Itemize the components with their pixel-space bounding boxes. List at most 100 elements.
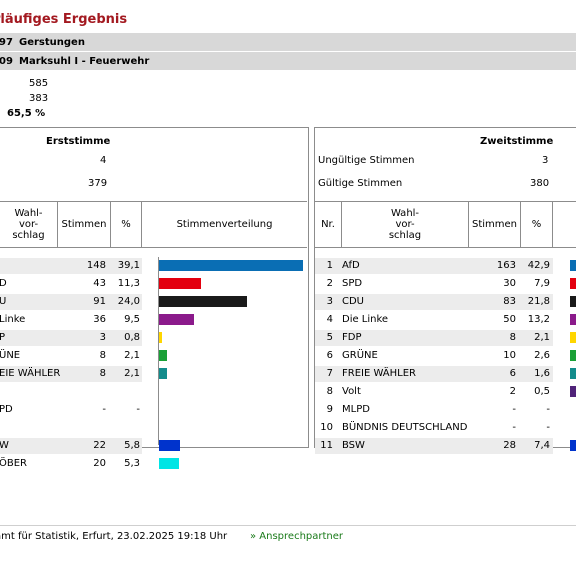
erst-vote-bar [159,332,162,343]
erst-col-distribution: Stimmenverteilung [176,219,273,230]
erst-votes: 43 [93,278,106,289]
zweit-votes: 163 [496,260,516,271]
zweit-party-name: FREIE WÄHLER [342,368,417,379]
zweit-party-name: GRÜNE [342,350,378,361]
zweit-vote-bar [570,278,576,289]
zweit-vote-bar [570,296,576,307]
zweit-nr: 11 [320,440,333,451]
zweit-vote-bar [570,332,576,343]
contact-link[interactable]: » Ansprechpartner [250,531,344,542]
stat-value-1: 585 [29,78,49,89]
erst-table-row: ÜNE 8 2,1 [0,348,307,364]
erst-percent: 11,3 [117,278,140,289]
erst-percent: 39,1 [117,260,140,271]
zweit-nr: 9 [326,404,333,415]
erst-vote-bar [159,458,179,469]
erst-votes: - [102,404,106,415]
zweit-table-row: 6 GRÜNE 10 2,6 [315,348,553,364]
erst-header-bottom-rule [0,247,307,248]
zweit-percent: 42,9 [527,260,550,271]
zweit-party-name: FDP [342,332,362,343]
zweit-party-name: AfD [342,260,360,271]
zweit-vote-bar [570,260,576,271]
zweit-percent: 7,9 [534,278,550,289]
zweit-table-row: 9 MLPD - - [315,402,553,418]
zweit-header-bottom-rule [315,247,576,248]
erst-percent: 24,0 [117,296,140,307]
erst-votes: 148 [86,260,106,271]
stat-value-2: 383 [29,93,49,104]
zweit-percent: 2,6 [534,350,550,361]
zweit-votes: 83 [503,296,516,307]
zweit-header-top-rule [315,201,576,202]
zweit-valid-label: Gültige Stimmen [318,178,403,189]
erst-col-divider [110,201,111,248]
erst-percent: - [136,404,140,415]
zweit-invalid-value: 3 [542,155,549,166]
erst-votes: 8 [99,350,106,361]
erst-table-row: Linke 36 9,5 [0,312,307,328]
footer-divider [0,525,576,526]
zweit-table-row: 1 AfD 163 42,9 [315,258,553,274]
erst-vote-bar [159,278,201,289]
erst-table-row: W 22 5,8 [0,438,142,454]
erst-percent: 2,1 [124,368,140,379]
footer-source: amt für Statistik, Erfurt, 23.02.2025 19… [0,531,228,542]
zweit-table-row: 7 FREIE WÄHLER 6 1,6 [315,366,553,382]
zweit-col-pct: % [531,219,542,230]
erst-col-divider [141,201,142,248]
erst-party-name: U [0,296,7,307]
erst-table-row: P 3 0,8 [0,330,142,346]
zweit-percent: 0,5 [534,386,550,397]
zweit-col-divider [468,201,469,248]
zweitstimme-heading: Zweitstimme [480,136,554,147]
zweit-table-row: 8 Volt 2 0,5 [315,384,553,400]
erst-vote-bar [159,440,180,451]
erst-votes: 36 [93,314,106,325]
zweit-table-row: 4 Die Linke 50 13,2 [315,312,553,328]
erst-percent: 9,5 [124,314,140,325]
erst-col-wahlvorschlag: Wahl- vor- schlag [12,208,45,241]
zweit-nr: 5 [326,332,333,343]
zweit-percent: 7,4 [534,440,550,451]
erst-party-name: ÜNE [0,350,21,361]
zweit-nr: 6 [326,350,333,361]
erst-table-row: D 43 11,3 [0,276,307,292]
erst-col-stimmen: Stimmen [61,219,107,230]
zweit-percent: - [546,422,550,433]
zweit-nr: 1 [326,260,333,271]
district-band [0,52,576,70]
erst-percent: 5,8 [124,440,140,451]
erststimme-heading: Erststimme [46,136,111,147]
zweit-votes: 50 [503,314,516,325]
zweit-votes: 30 [503,278,516,289]
zweit-nr: 3 [326,296,333,307]
zweit-vote-bar [570,386,576,397]
erst-vote-bar [159,368,167,379]
erst-col-divider [57,201,58,248]
erst-table-row: PD - - [0,402,307,418]
zweit-party-name: CDU [342,296,365,307]
zweit-percent: 21,8 [527,296,550,307]
zweit-table-row: 10 BÜNDNIS DEUTSCHLAND - - [315,420,553,436]
erst-vote-bar [159,350,167,361]
zweit-nr: 10 [320,422,333,433]
zweitstimme-panel [314,127,576,448]
erst-party-name: W [0,440,9,451]
zweit-col-stimmen: Stimmen [471,219,518,230]
erst-invalid-value: 4 [100,155,107,166]
zweit-invalid-label: Ungültige Stimmen [318,155,415,166]
zweit-table-row: 2 SPD 30 7,9 [315,276,553,292]
zweit-nr: 2 [326,278,333,289]
zweit-percent: - [546,404,550,415]
zweit-col-nr: Nr. [321,219,335,230]
zweit-party-name: Die Linke [342,314,389,325]
zweit-party-name: MLPD [342,404,370,415]
zweit-vote-bar [570,440,576,451]
erst-party-name: EIE WÄHLER [0,368,61,379]
zweit-votes: - [512,404,516,415]
zweit-vote-bar [570,368,576,379]
zweit-percent: 13,2 [527,314,550,325]
zweit-table-row: 11 BSW 28 7,4 [315,438,553,454]
erst-header-top-rule [0,201,307,202]
